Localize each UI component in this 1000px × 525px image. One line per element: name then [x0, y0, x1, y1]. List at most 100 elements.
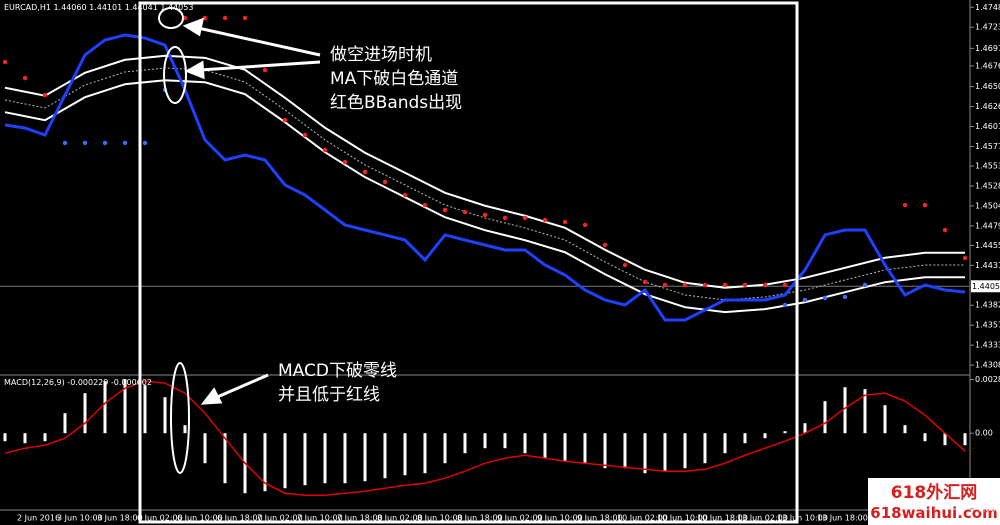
stop-dot — [242, 15, 248, 21]
histogram-bar — [583, 433, 587, 464]
x-tick-label: 10 Jun 10:00 — [657, 514, 708, 523]
histogram-bar — [43, 433, 47, 442]
stop-dot — [122, 140, 128, 146]
x-tick-label: 8 Jun 02:00 — [377, 514, 423, 523]
x-tick-label: 8 Jun 10:00 — [417, 514, 463, 523]
histogram-bar — [623, 433, 627, 469]
stop-dot — [962, 255, 968, 261]
stop-dot — [442, 207, 448, 213]
stop-dot — [462, 209, 468, 215]
histogram-bar — [183, 425, 187, 434]
y-tick-label: 1.46015 — [975, 122, 1000, 131]
histogram-bar — [663, 433, 667, 472]
y-tick-label: 1.46505 — [975, 82, 1000, 91]
annotation: 并且低于红线 — [278, 385, 380, 405]
highlight-ellipse — [170, 362, 190, 474]
histogram-bar — [23, 433, 27, 444]
histogram-bar — [563, 433, 567, 462]
chart-header: EURCAD,H1 1.44060 1.44101 1.44041 1.4405… — [4, 3, 193, 12]
series-line — [4, 79, 965, 314]
marks — [0, 15, 970, 496]
histogram-bar — [203, 433, 207, 464]
histogram-bar — [463, 433, 467, 454]
histogram-bar — [743, 433, 747, 444]
histogram-bar — [823, 401, 827, 434]
histogram-bar — [163, 397, 167, 434]
stop-dot — [622, 262, 628, 268]
y-tick-label: 1.44795 — [975, 221, 1000, 230]
histogram-bar — [363, 433, 367, 482]
stop-dot — [922, 202, 928, 208]
stop-dot — [42, 92, 48, 98]
y-tick-label: 1.45530 — [975, 162, 1000, 171]
histogram-bar — [903, 425, 907, 434]
stop-dot — [222, 15, 228, 21]
histogram-bar — [283, 433, 287, 489]
stop-dot — [282, 117, 288, 123]
arrows — [182, 17, 321, 405]
stop-dot — [742, 282, 748, 288]
histogram-bar — [63, 413, 67, 434]
current-price-box — [971, 280, 1000, 293]
watermark-box — [868, 478, 1000, 525]
stop-dot — [762, 282, 768, 288]
watermark-url: 618waihui.com — [870, 504, 997, 522]
histogram-bar — [263, 433, 267, 492]
x-tick-label: 10 Jun 18:00 — [697, 514, 748, 523]
stop-dot — [522, 215, 528, 221]
stop-dot — [582, 222, 588, 228]
x-tick-label: 3 Jun 18:00 — [97, 514, 143, 523]
x-tick-label: 7 Jun 10:00 — [297, 514, 343, 523]
y-tick-label: 1.44310 — [975, 261, 1000, 270]
y-tick-label: 1.45040 — [975, 201, 1000, 210]
histogram-bar — [763, 433, 767, 439]
highlight-box — [138, 1, 799, 524]
x-tick-label: 2 Jun 2016 — [17, 514, 60, 523]
y-tick-label: 1.43575 — [975, 321, 1000, 330]
y-tick-label: 0.002867 — [975, 375, 1000, 384]
macd-header: MACD(12,26,9) -0.000229 -0.000602 — [4, 378, 152, 387]
histogram-bar — [943, 433, 947, 446]
stop-dot — [942, 227, 948, 233]
y-tick-label: 1.47235 — [975, 23, 1000, 32]
y-tick-label: 1.43330 — [975, 341, 1000, 350]
x-tick-label: 13 Jun 10:00 — [777, 514, 828, 523]
histogram-bar — [223, 433, 227, 484]
histogram-bar — [803, 423, 807, 434]
highlight-ellipse — [158, 7, 184, 29]
y-tick-label: 1.45770 — [975, 142, 1000, 151]
stop-dot — [22, 75, 28, 81]
stop-dot — [502, 215, 508, 221]
y-tick-label: 1.43085 — [975, 361, 1000, 370]
stop-dot — [802, 297, 808, 303]
histogram-bar — [523, 433, 527, 454]
histogram-bar — [603, 433, 607, 469]
stop-dot — [682, 282, 688, 288]
histogram-bar — [403, 433, 407, 476]
histogram-bar — [483, 433, 487, 449]
histogram-bar — [543, 433, 547, 459]
stop-dot — [562, 219, 568, 225]
y-tick-label: 1.46760 — [975, 61, 1000, 70]
y-tick-label: 1.46975 — [975, 44, 1000, 53]
stop-dot — [342, 159, 348, 165]
x-tick-label: 6 Jun 02:00 — [137, 514, 183, 523]
stop-dot — [782, 282, 788, 288]
annotation: 做空进场时机 — [330, 45, 432, 65]
x-tick-label: 3 Jun 10:00 — [57, 514, 103, 523]
annotation: MA下破白色通道 — [330, 69, 458, 89]
series-line — [4, 54, 965, 289]
stop-dot — [482, 212, 488, 218]
stop-dot — [782, 302, 788, 308]
stop-dot — [62, 140, 68, 146]
stop-dot — [262, 67, 268, 73]
stop-dot — [702, 282, 708, 288]
histogram-bar — [143, 385, 147, 434]
histogram-bar — [923, 433, 927, 442]
y-tick-label: -0.004035 — [975, 504, 1000, 513]
x-tick-label: 9 Jun 10:00 — [537, 514, 583, 523]
stop-dot — [142, 140, 148, 146]
annotation: MACD下破零线 — [278, 361, 397, 381]
histogram-bar — [303, 433, 307, 486]
